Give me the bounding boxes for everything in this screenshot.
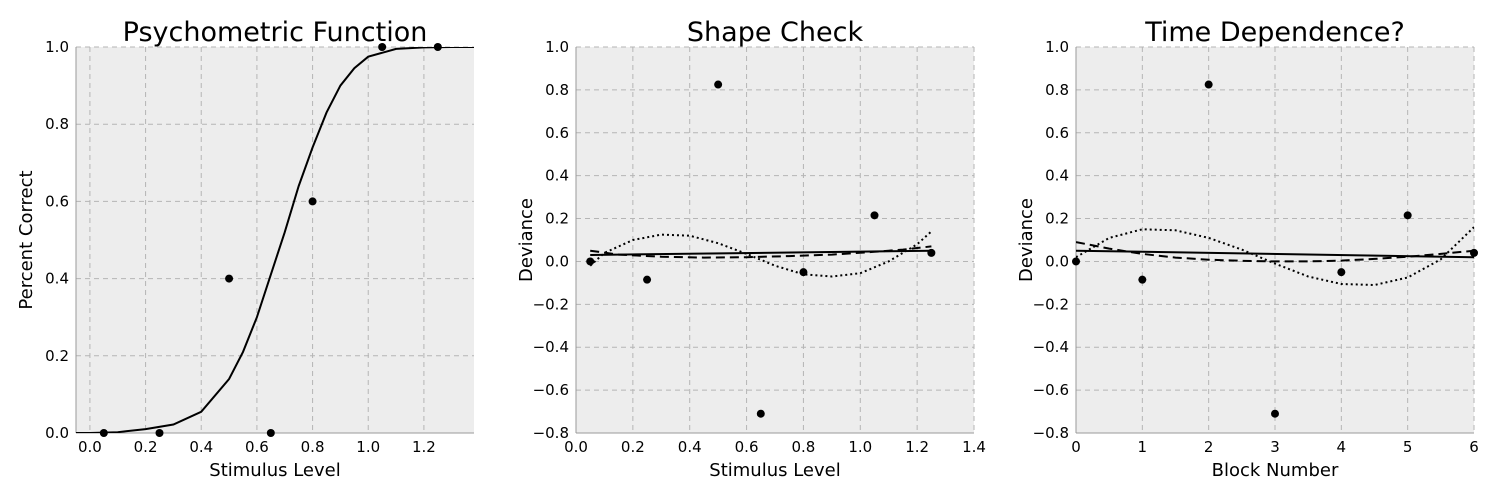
x-tick-label: 1.0 bbox=[848, 438, 872, 456]
data-point bbox=[266, 429, 275, 437]
x-tick-label: 0.6 bbox=[735, 438, 759, 456]
x-tick-label: 1 bbox=[1138, 438, 1148, 456]
x-tick-label: 0.6 bbox=[245, 438, 269, 456]
x-tick-label: 0.0 bbox=[564, 438, 588, 456]
y-tick-label: 0.2 bbox=[45, 347, 69, 365]
y-tick-label: 0.8 bbox=[1045, 81, 1069, 99]
y-tick-label: −0.4 bbox=[1033, 338, 1069, 356]
data-point bbox=[99, 429, 108, 437]
x-tick-label: 1.2 bbox=[905, 438, 929, 456]
chart-title: Shape Check bbox=[687, 17, 864, 48]
y-tick-label: 0.0 bbox=[1045, 252, 1069, 270]
y-tick-label: 1.0 bbox=[45, 38, 69, 56]
x-tick-label: 0 bbox=[1071, 438, 1081, 456]
y-tick-label: −0.2 bbox=[1033, 295, 1069, 313]
data-point bbox=[1403, 211, 1412, 220]
data-point bbox=[643, 275, 652, 284]
x-tick-label: 4 bbox=[1337, 438, 1347, 456]
y-tick-label: 0.4 bbox=[545, 167, 569, 185]
data-point bbox=[225, 274, 234, 283]
data-point bbox=[1204, 80, 1213, 89]
y-tick-label: −0.6 bbox=[533, 381, 569, 399]
x-axis-label: Stimulus Level bbox=[709, 460, 840, 481]
y-axis-label: Percent Correct bbox=[16, 170, 37, 309]
x-tick-label: 1.2 bbox=[412, 438, 436, 456]
x-tick-label: 5 bbox=[1403, 438, 1413, 456]
y-tick-label: −0.6 bbox=[1033, 381, 1069, 399]
y-tick-label: −0.8 bbox=[1033, 424, 1069, 442]
chart-title: Psychometric Function bbox=[123, 17, 428, 48]
y-tick-label: 1.0 bbox=[1045, 38, 1069, 56]
data-point bbox=[714, 80, 723, 89]
fit-line-solid bbox=[76, 47, 474, 433]
x-tick-label: 0.4 bbox=[189, 438, 213, 456]
data-point bbox=[756, 409, 765, 418]
y-tick-label: 0.6 bbox=[545, 124, 569, 142]
x-axis-label: Stimulus Level bbox=[209, 460, 340, 481]
y-tick-label: 0.8 bbox=[45, 115, 69, 133]
y-axis-label: Deviance bbox=[1016, 198, 1037, 282]
data-point bbox=[1337, 268, 1346, 277]
x-tick-label: 0.8 bbox=[791, 438, 815, 456]
y-tick-label: −0.2 bbox=[533, 295, 569, 313]
chart-panel-2: 0.0 0.2 0.4 0.6 0.8 1.0 1.2 1.4 −0.8 −0.6 −0.4 −0.2… bbox=[516, 17, 986, 481]
x-tick-label: 1.0 bbox=[356, 438, 380, 456]
x-tick-label: 1.4 bbox=[962, 438, 986, 456]
data-point bbox=[1072, 257, 1080, 266]
fit-line-dashed bbox=[590, 245, 932, 259]
y-tick-label: 0.0 bbox=[45, 424, 69, 442]
y-tick-label: 0.8 bbox=[545, 81, 569, 99]
x-tick-label: 2 bbox=[1204, 438, 1214, 456]
fit-line-solid bbox=[1076, 249, 1474, 259]
y-tick-label: 0.6 bbox=[45, 192, 69, 210]
y-tick-label: −0.4 bbox=[533, 338, 569, 356]
data-point bbox=[308, 197, 317, 206]
data-point bbox=[1138, 275, 1147, 284]
data-point bbox=[799, 268, 808, 277]
x-tick-label: 3 bbox=[1270, 438, 1280, 456]
x-tick-label: 0.2 bbox=[621, 438, 645, 456]
plot-area bbox=[76, 47, 474, 433]
fit-line-dotted bbox=[589, 230, 933, 278]
fit-line-dashed bbox=[1076, 241, 1474, 263]
y-tick-label: 0.2 bbox=[545, 210, 569, 228]
x-axis-label: Block Number bbox=[1212, 460, 1339, 481]
y-axis-label: Deviance bbox=[516, 198, 537, 282]
data-point bbox=[586, 257, 595, 266]
x-tick-label: 0.4 bbox=[678, 438, 702, 456]
chart-panel-3: 0 1 2 3 4 5 6 −0.8 −0.6 −0.4 −0.2 0.0 0.2 0.4 0.6 0.8 1.… bbox=[1016, 17, 1479, 481]
data-point bbox=[433, 43, 442, 51]
y-tick-label: 0.2 bbox=[1045, 210, 1069, 228]
plot-area bbox=[576, 47, 974, 433]
y-tick-label: 1.0 bbox=[545, 38, 569, 56]
x-tick-label: 0.0 bbox=[78, 438, 102, 456]
data-point bbox=[155, 429, 164, 437]
y-tick-label: 0.0 bbox=[545, 252, 569, 270]
fit-line-dotted bbox=[1076, 226, 1474, 287]
y-tick-label: 0.6 bbox=[1045, 124, 1069, 142]
data-point bbox=[378, 43, 387, 51]
data-point bbox=[1470, 248, 1478, 257]
x-tick-label: 0.8 bbox=[301, 438, 325, 456]
x-tick-label: 6 bbox=[1469, 438, 1479, 456]
y-tick-label: 0.4 bbox=[1045, 167, 1069, 185]
y-tick-label: −0.8 bbox=[533, 424, 569, 442]
data-point bbox=[870, 211, 879, 220]
data-point bbox=[927, 248, 936, 257]
y-tick-label: 0.4 bbox=[45, 270, 69, 288]
data-point bbox=[1271, 409, 1279, 418]
chart-title: Time Dependence? bbox=[1144, 17, 1405, 48]
x-tick-label: 0.2 bbox=[134, 438, 158, 456]
chart-panel-1: 0.0 0.2 0.4 0.6 0.8 1.0 1.2 0.0 0.2 0.4 0.6 0.8 1.0 P… bbox=[16, 17, 474, 481]
